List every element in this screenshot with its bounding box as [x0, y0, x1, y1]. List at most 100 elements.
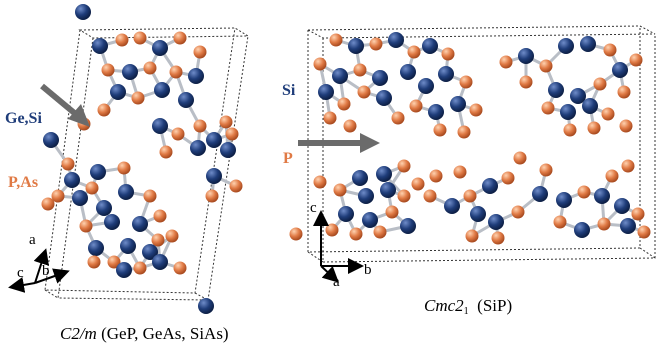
right-axis-a-label: a: [333, 274, 340, 290]
left-group14-atom: [116, 262, 132, 278]
right-group15-atom: [397, 189, 411, 203]
left-axes: [8, 248, 70, 293]
left-group15-atom: [107, 255, 121, 269]
right-group15-atom: [333, 183, 347, 197]
left-group14-atom: [152, 254, 168, 270]
right-group14-atom: [582, 98, 598, 114]
left-label-group14: Ge,Si: [5, 110, 42, 127]
right-group15-atom: [637, 225, 651, 239]
left-group14-atom: [142, 244, 158, 260]
left-atoms: [41, 4, 243, 314]
right-label-group15: P: [283, 150, 293, 167]
left-group14-atom: [190, 140, 206, 156]
right-group15-atom: [511, 205, 525, 219]
left-group15-atom: [79, 219, 93, 233]
left-caption-space-group: C2/m: [60, 324, 97, 343]
left-group14-atom: [96, 200, 112, 216]
right-group15-atom: [501, 171, 515, 185]
right-group14-atom: [338, 206, 354, 222]
right-group14-atom: [580, 36, 596, 52]
left-group15-atom: [131, 91, 145, 105]
left-group14-atom: [206, 132, 222, 148]
right-group15-atom: [349, 227, 363, 241]
right-group14-atom: [332, 68, 348, 84]
right-group14-atom: [388, 32, 404, 48]
right-group15-atom: [617, 85, 631, 99]
left-group14-atom: [43, 132, 59, 148]
right-group14-atom: [450, 96, 466, 112]
left-group15-atom: [61, 157, 75, 171]
right-unit-cell: [307, 25, 656, 263]
right-group15-atom: [463, 189, 477, 203]
right-group15-atom: [621, 159, 635, 173]
left-group14-atom: [88, 240, 104, 256]
left-group15-atom: [193, 119, 207, 133]
right-caption: Cmc21 (SiP): [424, 296, 512, 317]
left-group15-atom: [117, 161, 131, 175]
right-group15-atom: [539, 163, 553, 177]
right-group14-atom: [438, 66, 454, 82]
right-group15-atom: [629, 53, 643, 67]
left-group15-atom: [143, 61, 157, 75]
right-group15-atom: [373, 225, 387, 239]
left-group15-atom: [173, 261, 187, 275]
right-group15-atom: [457, 125, 471, 139]
right-group15-atom: [601, 107, 615, 121]
left-group15-atom: [115, 33, 129, 47]
left-group15-atom: [171, 127, 185, 141]
left-group14-atom: [72, 190, 88, 206]
right-group14-atom: [376, 166, 392, 182]
left-axis-a-label: a: [29, 232, 36, 248]
right-group14-atom: [400, 64, 416, 80]
right-group15-atom: [433, 123, 447, 137]
right-group15-atom: [329, 33, 343, 47]
right-group14-atom: [318, 84, 334, 100]
right-group14-atom: [558, 38, 574, 54]
left-axis-b-arrow: [34, 268, 70, 284]
right-group15-atom: [343, 119, 357, 133]
right-group15-atom: [423, 189, 437, 203]
left-group14-atom: [178, 92, 194, 108]
right-group15-atom: [631, 207, 645, 221]
right-group15-atom: [587, 121, 601, 135]
left-group14-atom: [152, 118, 168, 134]
left-group15-atom: [133, 31, 147, 45]
left-axis-c-arrow: [8, 277, 36, 293]
right-caption-space-group: Cmc2: [424, 296, 464, 315]
right-group14-atom: [470, 206, 486, 222]
left-axis-c-label: c: [17, 265, 24, 281]
right-group15-atom: [465, 229, 479, 243]
left-group14-atom: [104, 214, 120, 230]
right-axis-c-label: c: [310, 200, 317, 216]
right-group15-atom: [397, 159, 411, 173]
left-direction-arrow: [40, 83, 90, 127]
left-group14-atom: [110, 84, 126, 100]
left-group15-atom: [133, 261, 147, 275]
right-group15-atom: [353, 63, 367, 77]
right-group15-atom: [553, 215, 567, 229]
left-group14-atom: [188, 68, 204, 84]
right-group14-atom: [376, 90, 392, 106]
right-group15-atom: [513, 151, 527, 165]
right-group14-atom: [444, 198, 460, 214]
left-group14-atom: [122, 64, 138, 80]
right-direction-arrow: [298, 133, 380, 153]
right-group15-atom: [323, 111, 337, 125]
right-group15-atom: [577, 185, 591, 199]
right-group15-atom: [385, 205, 399, 219]
right-group15-atom: [313, 57, 327, 71]
left-group15-atom: [85, 181, 99, 195]
left-group14-atom: [75, 4, 91, 20]
right-group15-atom: [357, 85, 371, 99]
right-group14-atom: [548, 82, 564, 98]
right-group15-atom: [603, 43, 617, 57]
left-group15-atom: [173, 31, 187, 45]
right-group15-atom: [453, 165, 467, 179]
right-group15-atom: [593, 77, 607, 91]
right-group15-atom: [469, 103, 483, 117]
right-group15-atom: [369, 37, 383, 51]
right-group14-atom: [362, 212, 378, 228]
left-group15-atom: [165, 229, 179, 243]
left-group15-atom: [225, 127, 239, 141]
